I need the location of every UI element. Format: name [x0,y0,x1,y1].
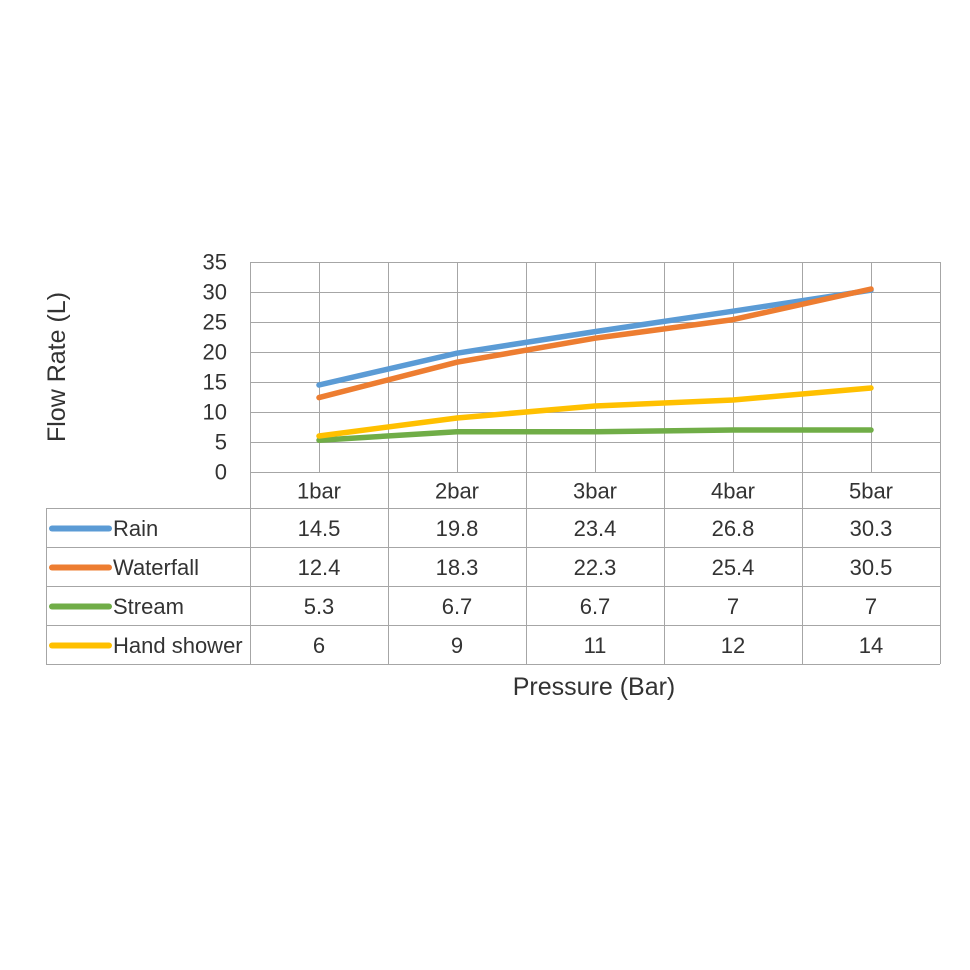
svg-text:11: 11 [584,633,607,658]
svg-text:4bar: 4bar [711,479,755,504]
svg-text:2bar: 2bar [435,479,479,504]
svg-text:15: 15 [203,370,227,395]
svg-text:35: 35 [203,250,227,275]
svg-text:7: 7 [865,594,877,619]
svg-text:30.3: 30.3 [850,516,893,541]
svg-text:19.8: 19.8 [436,516,479,541]
svg-text:6.7: 6.7 [580,594,611,619]
svg-text:12.4: 12.4 [298,555,341,580]
svg-text:6: 6 [313,633,325,658]
svg-text:22.3: 22.3 [574,555,617,580]
svg-text:20: 20 [203,340,227,365]
svg-text:26.8: 26.8 [712,516,755,541]
svg-text:5.3: 5.3 [304,594,335,619]
svg-text:18.3: 18.3 [436,555,479,580]
svg-text:25: 25 [203,310,227,335]
svg-text:5bar: 5bar [849,479,893,504]
svg-text:5: 5 [215,430,227,455]
svg-text:30: 30 [203,280,227,305]
svg-text:30.5: 30.5 [850,555,893,580]
svg-text:Rain: Rain [113,516,158,541]
svg-text:12: 12 [721,633,745,658]
svg-text:14: 14 [859,633,883,658]
svg-text:25.4: 25.4 [712,555,755,580]
svg-text:1bar: 1bar [297,479,341,504]
svg-text:3bar: 3bar [573,479,617,504]
svg-text:10: 10 [203,400,227,425]
svg-text:Hand shower: Hand shower [113,633,243,658]
svg-text:Waterfall: Waterfall [113,555,199,580]
svg-text:Stream: Stream [113,594,184,619]
svg-text:23.4: 23.4 [574,516,617,541]
svg-text:Pressure (Bar): Pressure (Bar) [513,673,676,701]
svg-text:6.7: 6.7 [442,594,473,619]
svg-text:Flow Rate (L): Flow Rate (L) [43,292,71,442]
svg-text:7: 7 [727,594,739,619]
svg-text:9: 9 [451,633,463,658]
svg-text:14.5: 14.5 [298,516,341,541]
svg-text:0: 0 [215,460,227,485]
